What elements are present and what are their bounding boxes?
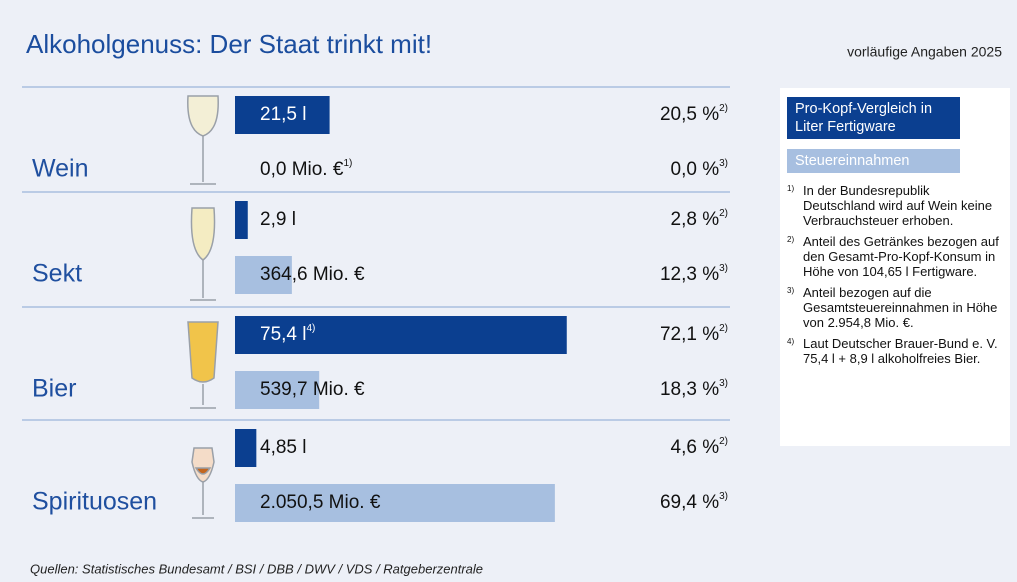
value-label: 21,5 l [260, 104, 306, 125]
bar [235, 429, 256, 467]
footnote: 2)Anteil des Getränkes bezogen auf den G… [787, 234, 1003, 279]
footnote-ref: 2) [719, 208, 728, 219]
footnote-ref: 3) [719, 263, 728, 274]
bar [235, 201, 248, 239]
footnote: 1)In der Bundesrepublik Deutschland wird… [787, 183, 1003, 228]
value-label-text: 4,85 l [260, 437, 306, 458]
category-label: Wein [32, 155, 89, 183]
chart-title: Alkoholgenuss: Der Staat trinkt mit! [26, 29, 432, 59]
share-label: 20,5 %2) [660, 103, 728, 125]
footnote-ref: 4) [306, 323, 315, 334]
share-label: 72,1 %2) [660, 323, 728, 345]
footnote-ref: 1) [343, 158, 352, 169]
share-label: 12,3 %3) [660, 263, 728, 285]
value-label-text: 2,9 l [260, 209, 296, 230]
footnote-ref: 3) [719, 491, 728, 502]
footnote-text: Anteil des Getränkes bezogen auf den Ges… [803, 234, 1003, 279]
footnote-ref: 2) [719, 323, 728, 334]
share-label-text: 72,1 % [660, 324, 719, 345]
footnote-marker: 1) [787, 183, 803, 228]
share-label-text: 0,0 % [671, 159, 720, 180]
value-label: 2.050,5 Mio. € [260, 492, 381, 513]
footnote: 4)Laut Deutscher Brauer-Bund e. V. 75,4 … [787, 336, 1003, 366]
share-label-text: 4,6 % [671, 437, 720, 458]
legend-item: Pro-Kopf-Vergleich in Liter Fertigware [787, 97, 960, 139]
share-label: 18,3 %3) [660, 378, 728, 400]
value-label: 539,7 Mio. € [260, 379, 365, 400]
share-label-text: 2,8 % [671, 209, 720, 230]
value-label-text: 539,7 Mio. € [260, 379, 365, 400]
value-label-text: 21,5 l [260, 104, 306, 125]
share-label: 69,4 %3) [660, 491, 728, 513]
value-label: 364,6 Mio. € [260, 264, 365, 285]
category-label: Bier [32, 375, 76, 403]
footnote-marker: 2) [787, 234, 803, 279]
value-label: 0,0 Mio. €1) [260, 158, 352, 180]
footnote-marker: 4) [787, 336, 803, 366]
share-label: 4,6 %2) [671, 436, 729, 458]
value-label-text: 0,0 Mio. € [260, 159, 344, 180]
share-label-text: 20,5 % [660, 104, 719, 125]
source: Quellen: Statistisches Bundesamt / BSI /… [30, 561, 483, 576]
legend: Pro-Kopf-Vergleich in Liter Fertigware St… [780, 88, 1010, 446]
share-label: 2,8 %2) [671, 208, 729, 230]
share-label: 0,0 %3) [671, 158, 729, 180]
value-label-text: 364,6 Mio. € [260, 264, 365, 285]
footnote: 3)Anteil bezogen auf die Gesamtsteuerein… [787, 285, 1003, 330]
share-label-text: 69,4 % [660, 492, 719, 513]
share-label-text: 12,3 % [660, 264, 719, 285]
value-label-text: 2.050,5 Mio. € [260, 492, 381, 513]
footnote-ref: 3) [719, 378, 728, 389]
category-label: Sekt [32, 260, 82, 288]
footnote-ref: 2) [719, 103, 728, 114]
footnote-text: In der Bundesrepublik Deutschland wird a… [803, 183, 1003, 228]
category-label: Spirituosen [32, 488, 157, 516]
footnote-text: Laut Deutscher Brauer-Bund e. V. 75,4 l … [803, 336, 1003, 366]
footnote-ref: 2) [719, 436, 728, 447]
legend-item: Steuereinnahmen [787, 149, 960, 173]
value-label-text: 75,4 l [260, 324, 306, 345]
footnote-text: Anteil bezogen auf die Gesamtsteuereinna… [803, 285, 1003, 330]
share-label-text: 18,3 % [660, 379, 719, 400]
value-label: 4,85 l [260, 437, 306, 458]
value-label: 2,9 l [260, 209, 296, 230]
page: Alkoholgenuss: Der Staat trinkt mit! vor… [0, 0, 1017, 582]
footnote-marker: 3) [787, 285, 803, 330]
chart-subtitle: vorläufige Angaben 2025 [847, 44, 1002, 60]
footnote-ref: 3) [719, 158, 728, 169]
